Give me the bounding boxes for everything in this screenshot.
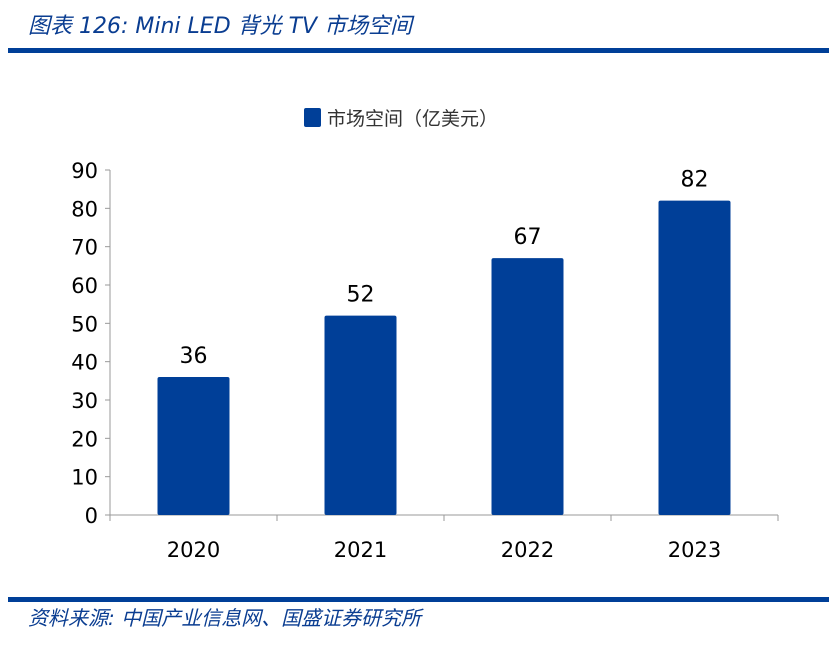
source-note: 资料来源: 中国产业信息网、国盛证券研究所 <box>28 606 422 630</box>
y-tick-label: 80 <box>71 197 98 221</box>
figure-title: 图表 126: Mini LED 背光 TV 市场空间 <box>28 14 413 39</box>
bar-2023 <box>658 200 731 515</box>
y-tick-label: 10 <box>71 466 98 490</box>
y-tick-label: 0 <box>85 504 98 528</box>
y-tick-label: 50 <box>71 312 98 336</box>
x-tick-label: 2020 <box>167 538 220 562</box>
y-tick-label: 30 <box>71 389 98 413</box>
x-tick-label: 2022 <box>501 538 554 562</box>
legend-swatch <box>304 108 321 127</box>
bar-2021 <box>324 315 397 515</box>
data-label: 36 <box>180 344 208 369</box>
y-tick-label: 60 <box>71 274 98 298</box>
bar-2022 <box>491 258 564 515</box>
y-tick-label: 20 <box>71 427 98 451</box>
footer-rule <box>8 597 829 602</box>
legend-label: 市场空间（亿美元） <box>327 108 498 130</box>
bar-2020 <box>157 377 230 515</box>
x-tick-label: 2023 <box>668 538 721 562</box>
data-label: 67 <box>514 225 542 250</box>
data-label: 52 <box>347 283 375 308</box>
header-rule <box>8 48 829 53</box>
y-tick-label: 90 <box>71 159 98 183</box>
data-label: 82 <box>681 168 709 193</box>
y-tick-label: 70 <box>71 236 98 260</box>
y-tick-label: 40 <box>71 351 98 375</box>
x-tick-label: 2021 <box>334 538 387 562</box>
